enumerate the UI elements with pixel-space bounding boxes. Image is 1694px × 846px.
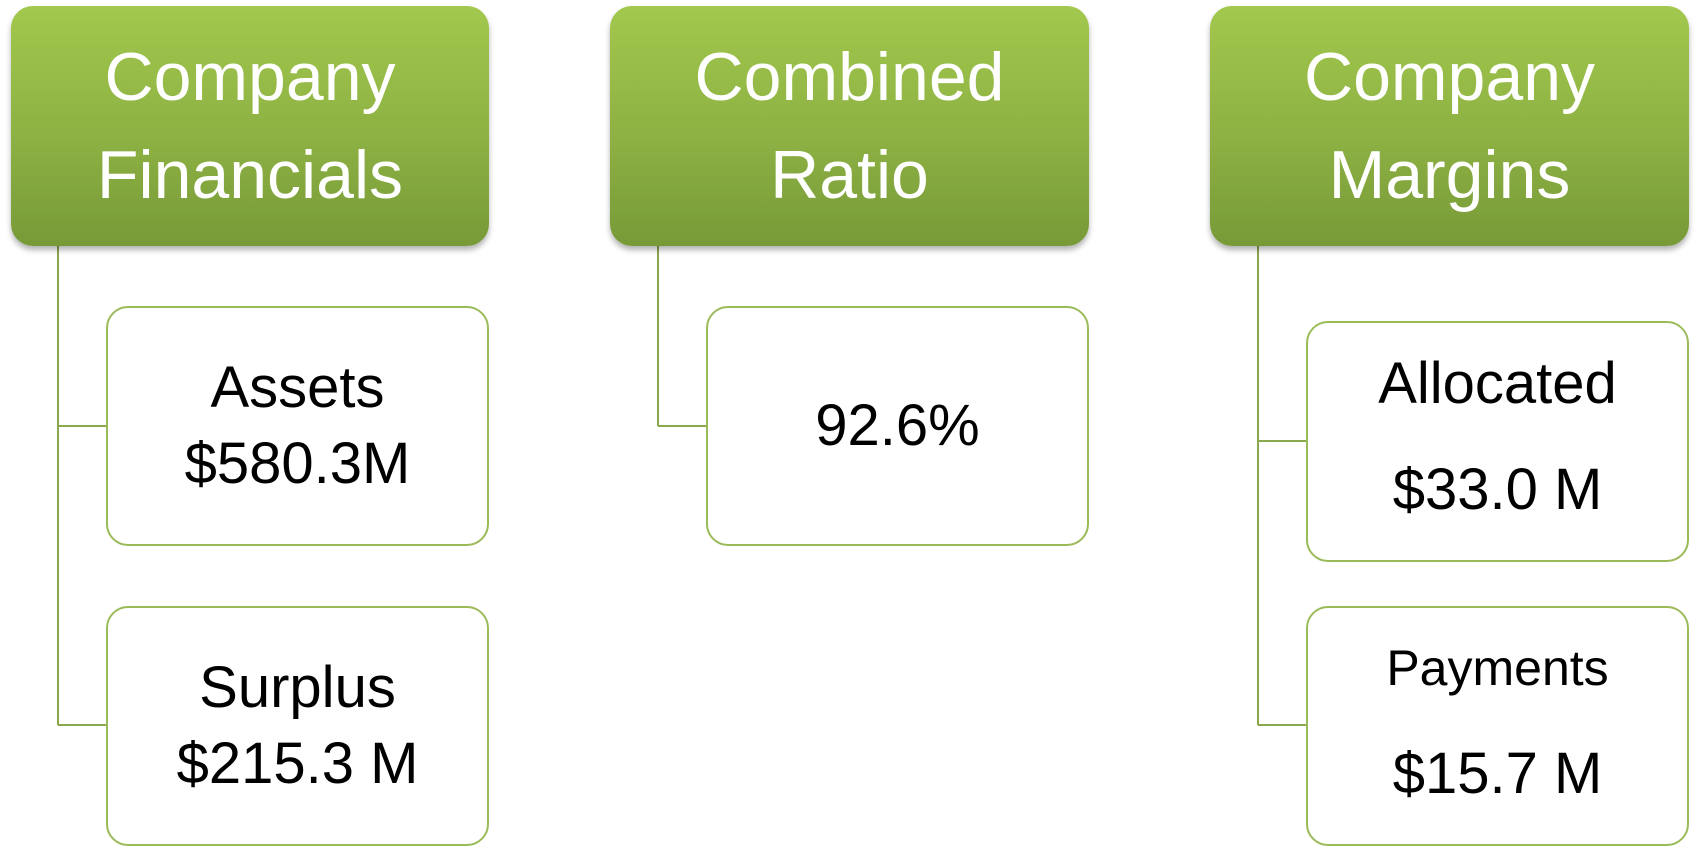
item-label: Payments bbox=[1386, 640, 1609, 696]
item-box: Payments $15.7 M bbox=[1306, 606, 1689, 846]
item-label: Surplus bbox=[199, 655, 396, 720]
item-value: $580.3M bbox=[184, 431, 411, 496]
item-value: $215.3 M bbox=[176, 731, 419, 796]
item-box: Allocated $33.0 M bbox=[1306, 321, 1689, 562]
item-box: Surplus $215.3 M bbox=[106, 606, 489, 846]
group-header: Company Margins bbox=[1210, 6, 1689, 246]
item-value: $33.0 M bbox=[1392, 456, 1603, 522]
group-header: Company Financials bbox=[11, 6, 489, 246]
item-value: $15.7 M bbox=[1392, 741, 1603, 806]
item-label: Assets bbox=[210, 355, 385, 420]
item-value: 92.6% bbox=[815, 393, 980, 458]
item-box: 92.6% bbox=[706, 306, 1089, 546]
group-header: Combined Ratio bbox=[610, 6, 1089, 246]
item-box: Assets $580.3M bbox=[106, 306, 489, 546]
item-label: Allocated bbox=[1378, 350, 1617, 416]
